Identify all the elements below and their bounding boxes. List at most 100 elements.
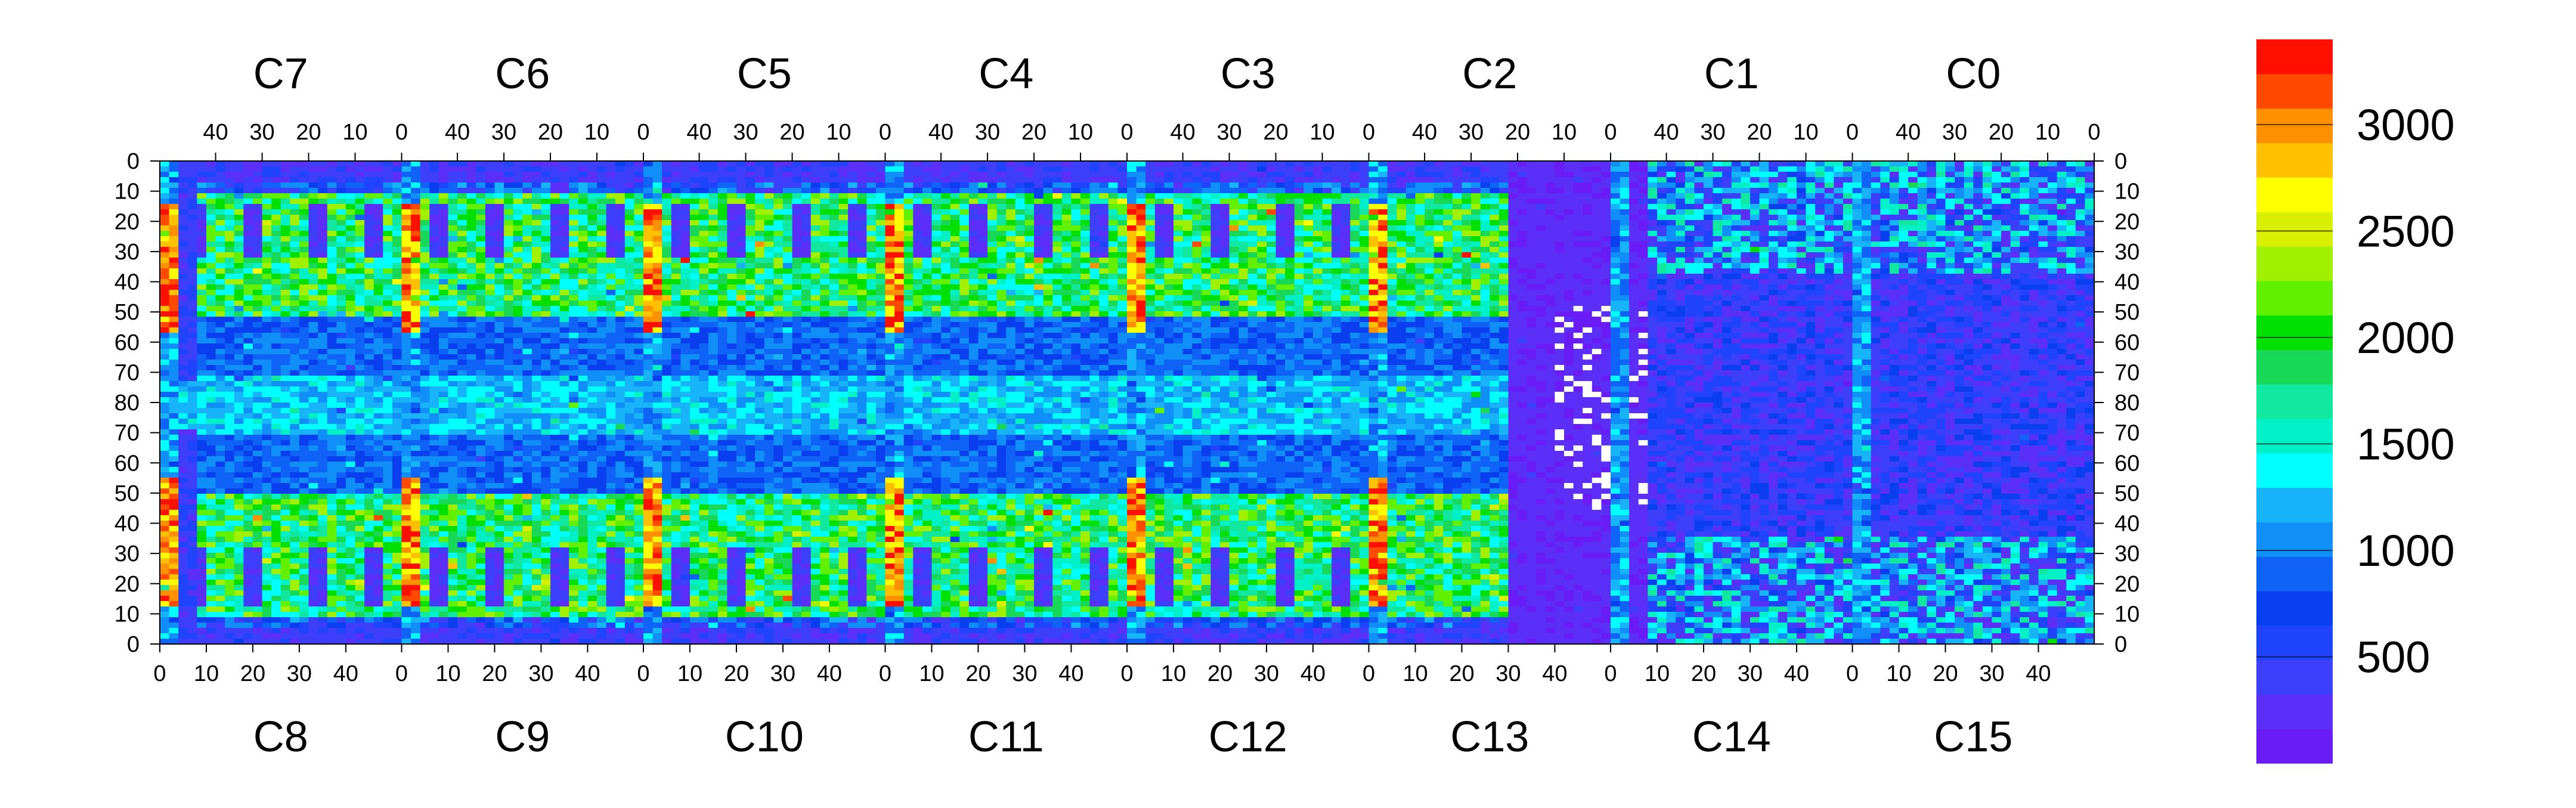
heatmap-cell — [355, 547, 365, 553]
heatmap-cell — [643, 215, 654, 221]
heatmap-cell — [541, 612, 551, 618]
heatmap-cell — [587, 623, 597, 629]
heatmap-cell — [411, 628, 421, 634]
heatmap-cell — [252, 494, 263, 500]
heatmap-cell — [364, 633, 374, 639]
heatmap-cell — [550, 343, 561, 349]
heatmap-cell — [624, 510, 635, 516]
heatmap-cell — [531, 558, 542, 564]
heatmap-cell — [569, 628, 579, 634]
heatmap-cell — [597, 343, 607, 349]
heatmap-cell — [411, 209, 421, 215]
heatmap-cell — [541, 424, 551, 430]
heatmap-cell — [290, 290, 300, 296]
heatmap-cell — [671, 274, 681, 280]
heatmap-cell — [541, 166, 551, 172]
heatmap-cell — [448, 343, 458, 349]
heatmap-cell — [606, 252, 616, 258]
heatmap-cell — [308, 451, 318, 457]
heatmap-cell — [606, 531, 616, 537]
heatmap-cell — [280, 376, 290, 382]
heatmap-cell — [169, 231, 179, 237]
heatmap-cell — [662, 268, 672, 274]
heatmap-cell — [197, 547, 207, 553]
heatmap-cell — [448, 322, 458, 328]
heatmap-cell — [355, 220, 365, 226]
heatmap-cell — [513, 392, 523, 398]
heatmap-cell — [225, 483, 235, 489]
heatmap-cell — [559, 263, 569, 269]
heatmap-cell — [178, 360, 188, 366]
heatmap-cell — [271, 311, 281, 317]
heatmap-cell — [336, 301, 346, 307]
heatmap-cell — [438, 370, 449, 376]
heatmap-cell — [280, 365, 290, 371]
heatmap-cell — [364, 445, 374, 451]
heatmap-cell — [392, 225, 402, 231]
heatmap-cell — [327, 440, 337, 446]
heatmap-cell — [169, 612, 179, 618]
heatmap-cell — [364, 451, 374, 457]
heatmap-cell — [559, 252, 569, 258]
heatmap-cell — [541, 349, 551, 355]
heatmap-cell — [569, 354, 579, 360]
heatmap-cell — [197, 499, 207, 505]
heatmap-cell — [662, 381, 672, 387]
heatmap-cell — [597, 537, 607, 543]
heatmap-cell — [169, 268, 179, 274]
heatmap-cell — [634, 258, 644, 264]
heatmap-cell — [252, 499, 263, 505]
heatmap-cell — [671, 225, 681, 231]
heatmap-cell — [429, 258, 439, 264]
heatmap-cell — [178, 376, 188, 382]
heatmap-cell — [513, 558, 523, 564]
heatmap-cell — [308, 472, 318, 478]
heatmap-cell — [197, 301, 207, 307]
heatmap-cell — [587, 537, 597, 543]
heatmap-cell — [624, 429, 635, 435]
heatmap-cell — [345, 311, 356, 317]
heatmap-cell — [280, 225, 290, 231]
heatmap-cell — [643, 166, 654, 172]
heatmap-cell — [252, 596, 263, 602]
heatmap-cell — [225, 188, 235, 194]
heatmap-cell — [541, 231, 551, 237]
heatmap-cell — [187, 199, 197, 205]
heatmap-cell — [401, 564, 411, 569]
heatmap-cell — [578, 531, 589, 537]
heatmap-cell — [550, 596, 561, 602]
heatmap-cell — [522, 172, 532, 178]
heatmap-cell — [587, 547, 597, 553]
heatmap-cell — [308, 188, 318, 194]
heatmap-cell — [578, 354, 589, 360]
heatmap-cell — [197, 526, 207, 532]
heatmap-cell — [327, 445, 337, 451]
heatmap-cell — [587, 311, 597, 317]
heatmap-cell — [392, 177, 402, 183]
heatmap-cell — [578, 317, 589, 323]
heatmap-cell — [187, 338, 197, 344]
heatmap-cell — [504, 596, 514, 602]
heatmap-cell — [624, 494, 635, 500]
heatmap-cell — [513, 413, 523, 419]
heatmap-cell — [541, 639, 551, 645]
heatmap-cell — [206, 349, 216, 355]
heatmap-cell — [615, 376, 626, 382]
heatmap-cell — [466, 274, 476, 280]
heatmap-cell — [457, 510, 467, 516]
heatmap-cell — [178, 268, 188, 274]
heatmap-cell — [662, 247, 672, 253]
heatmap-cell — [206, 209, 216, 215]
heatmap-cell — [671, 386, 681, 392]
heatmap-cell — [652, 467, 662, 473]
heatmap-cell — [606, 311, 616, 317]
heatmap-cell — [299, 370, 309, 376]
heatmap-cell — [671, 354, 681, 360]
heatmap-cell — [643, 574, 654, 580]
heatmap-cell — [234, 419, 244, 425]
heatmap-cell — [318, 252, 328, 258]
heatmap-cell — [178, 521, 188, 527]
heatmap-cell — [197, 451, 207, 457]
heatmap-cell — [578, 510, 589, 516]
heatmap-cell — [401, 606, 411, 612]
